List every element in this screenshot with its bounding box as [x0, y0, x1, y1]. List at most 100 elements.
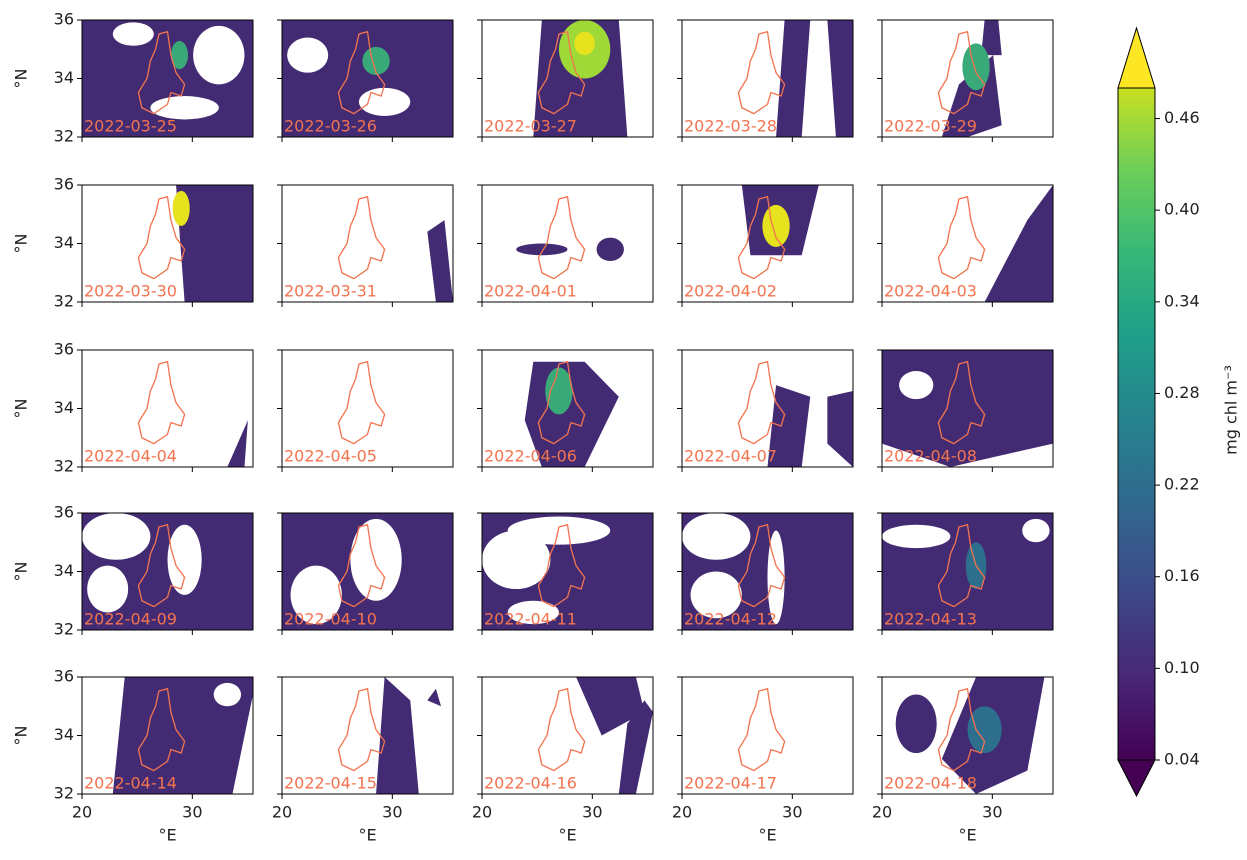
panel-date: 2022-04-15 — [284, 774, 377, 793]
swath — [899, 371, 933, 399]
panel-date: 2022-04-17 — [684, 774, 777, 793]
panel-date: 2022-03-25 — [84, 117, 177, 136]
swath — [682, 513, 750, 560]
panel-date: 2022-04-10 — [284, 610, 377, 629]
swath — [776, 20, 810, 137]
swath — [359, 88, 410, 116]
panel-date: 2022-03-29 — [884, 117, 977, 136]
panel-date: 2022-04-18 — [884, 774, 977, 793]
x-tick-label: 30 — [782, 803, 802, 822]
y-tick-label: 36 — [54, 10, 74, 29]
y-tick-label: 32 — [54, 457, 74, 476]
y-tick-label: 36 — [54, 667, 74, 686]
swath — [985, 185, 1053, 302]
colorbar-extend-top — [1118, 28, 1155, 88]
x-tick-label: 20 — [272, 803, 292, 822]
colorbar-tick-label: 0.04 — [1164, 750, 1200, 769]
swath — [882, 525, 950, 548]
colorbar-tick-label: 0.28 — [1164, 383, 1200, 402]
swath — [113, 22, 154, 45]
swath — [597, 238, 624, 261]
region-outline — [338, 689, 384, 771]
x-axis-label: °E — [758, 826, 776, 845]
region-outline — [338, 362, 384, 444]
swath — [227, 420, 248, 467]
swath — [827, 20, 853, 137]
panel-date: 2022-04-07 — [684, 447, 777, 466]
swath — [168, 525, 202, 595]
x-tick-label: 20 — [872, 803, 892, 822]
panel-date: 2022-03-30 — [84, 282, 177, 301]
y-tick-label: 34 — [54, 68, 74, 87]
panel-date: 2022-04-11 — [484, 610, 577, 629]
chart: mg chl m⁻³ 2022-03-25 32 34 36 °N 2022-03-26 2… — [0, 0, 1247, 856]
swath — [193, 26, 244, 84]
y-tick-label: 36 — [54, 340, 74, 359]
panel-date: 2022-04-14 — [84, 774, 177, 793]
y-tick-label: 36 — [54, 175, 74, 194]
colorbar-tick-label: 0.34 — [1164, 291, 1200, 310]
colorbar-tick-label: 0.10 — [1164, 658, 1200, 677]
panel-date: 2022-04-06 — [484, 447, 577, 466]
y-axis-label: °N — [12, 234, 31, 254]
y-axis-label: °N — [12, 69, 31, 89]
map-panel — [738, 185, 818, 279]
y-tick-label: 32 — [54, 620, 74, 639]
y-tick-label: 34 — [54, 398, 74, 417]
region-outline — [538, 197, 584, 279]
swath — [214, 683, 241, 706]
colorbar-tick-label: 0.22 — [1164, 475, 1200, 494]
x-tick-label: 30 — [582, 803, 602, 822]
panel-date: 2022-04-03 — [884, 282, 977, 301]
swath — [376, 677, 419, 794]
colorbar-tick-label: 0.16 — [1164, 566, 1200, 585]
x-axis-label: °E — [958, 826, 976, 845]
swath — [82, 513, 150, 560]
x-axis-label: °E — [558, 826, 576, 845]
swath — [574, 32, 595, 55]
panel-date: 2022-03-31 — [284, 282, 377, 301]
swath — [762, 205, 789, 247]
panel-date: 2022-04-16 — [484, 774, 577, 793]
y-axis-label: °N — [12, 562, 31, 582]
y-tick-label: 32 — [54, 292, 74, 311]
y-tick-label: 34 — [54, 561, 74, 580]
swath — [545, 368, 572, 415]
panel-date: 2022-04-12 — [684, 610, 777, 629]
region-outline — [938, 197, 984, 279]
swath — [508, 517, 611, 545]
x-tick-label: 30 — [982, 803, 1002, 822]
region-outline — [738, 689, 784, 771]
swath — [427, 689, 441, 707]
y-axis-label: °N — [12, 726, 31, 746]
y-tick-label: 34 — [54, 725, 74, 744]
swath — [516, 244, 567, 256]
x-tick-label: 20 — [472, 803, 492, 822]
x-axis-label: °E — [158, 826, 176, 845]
panel-date: 2022-04-13 — [884, 610, 977, 629]
colorbar — [1118, 88, 1155, 760]
panel-date: 2022-04-01 — [484, 282, 577, 301]
x-tick-label: 30 — [182, 803, 202, 822]
swath — [427, 220, 453, 302]
panel-date: 2022-04-05 — [284, 447, 377, 466]
region-outline — [338, 197, 384, 279]
colorbar-extend-bottom — [1118, 760, 1155, 796]
swath — [827, 391, 853, 467]
y-axis-label: °N — [12, 399, 31, 419]
colorbar-label: mg chl m⁻³ — [1222, 365, 1241, 455]
colorbar-tick-label: 0.46 — [1164, 108, 1200, 127]
region-outline — [738, 32, 784, 114]
swath — [962, 43, 989, 90]
y-tick-label: 32 — [54, 784, 74, 803]
x-tick-label: 20 — [672, 803, 692, 822]
x-tick-label: 30 — [382, 803, 402, 822]
map-panel — [516, 197, 624, 279]
panel-date: 2022-03-26 — [284, 117, 377, 136]
x-tick-label: 20 — [72, 803, 92, 822]
swath — [1022, 519, 1049, 542]
panel-date: 2022-04-08 — [884, 447, 977, 466]
panel-date: 2022-03-27 — [484, 117, 577, 136]
map-panel — [338, 362, 384, 444]
y-tick-label: 32 — [54, 127, 74, 146]
